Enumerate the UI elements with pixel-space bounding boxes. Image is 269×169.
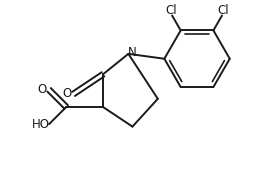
Text: HO: HO bbox=[32, 118, 50, 131]
Text: O: O bbox=[62, 87, 71, 100]
Text: N: N bbox=[128, 46, 137, 59]
Text: O: O bbox=[37, 83, 47, 96]
Text: Cl: Cl bbox=[165, 4, 177, 17]
Text: Cl: Cl bbox=[217, 4, 229, 17]
